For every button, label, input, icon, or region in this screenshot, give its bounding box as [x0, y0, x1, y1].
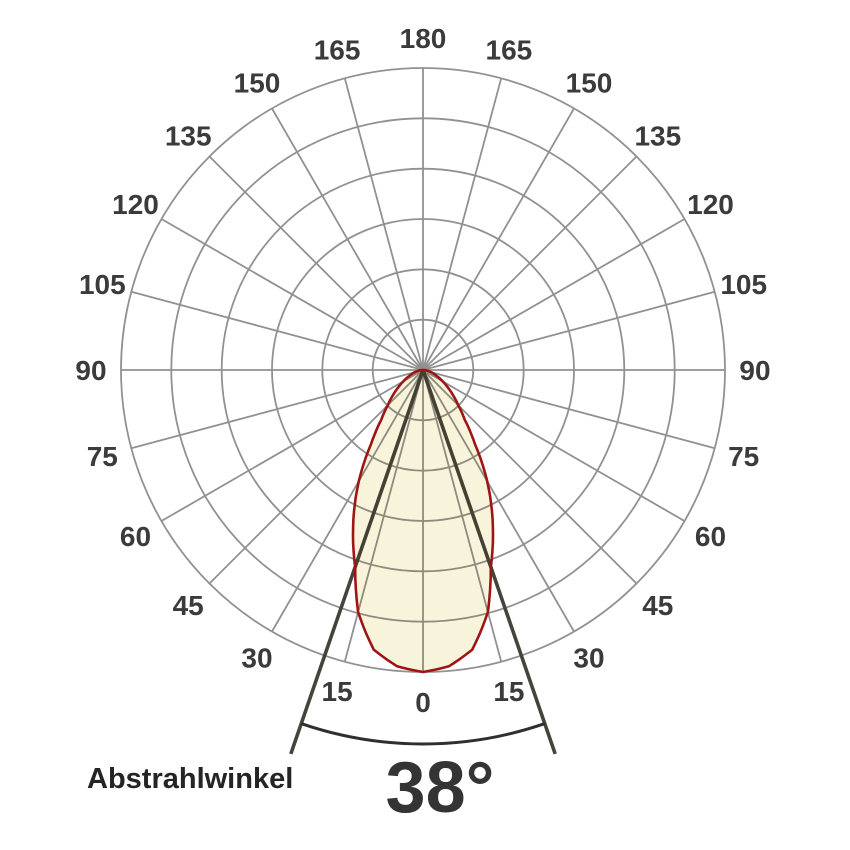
grid-spoke	[422, 290, 715, 371]
angle-tick-label: 30	[241, 643, 272, 674]
angle-tick-label: 90	[75, 355, 106, 386]
grid-spoke	[422, 369, 715, 450]
beam-angle-arc	[300, 722, 546, 746]
angle-tick-label: 15	[493, 676, 524, 707]
angle-tick-label: 0	[415, 687, 431, 718]
angle-tick-label: 150	[566, 68, 613, 99]
intensity-lobe-outline	[351, 368, 495, 674]
angle-tick-label: 75	[87, 441, 118, 472]
grid-spoke	[422, 108, 575, 371]
grid-spoke	[343, 78, 424, 371]
angle-tick-label: 30	[573, 643, 604, 674]
grid-spoke	[271, 108, 424, 371]
grid-spoke	[131, 369, 424, 450]
angle-tick-label: 90	[739, 355, 770, 386]
angle-tick-label: 75	[728, 441, 759, 472]
grid-spoke	[131, 290, 424, 371]
angle-tick-label: 15	[322, 676, 353, 707]
angle-tick-label: 165	[486, 34, 533, 65]
angle-tick-label: 120	[687, 189, 734, 220]
grid-spoke	[422, 155, 638, 371]
intensity-lobe-fill	[353, 370, 493, 672]
angle-tick-label: 135	[165, 120, 212, 151]
angle-tick-label: 60	[120, 521, 151, 552]
grid-spoke	[422, 218, 685, 371]
angle-tick-label: 45	[642, 590, 673, 621]
angle-tick-label: 105	[79, 269, 126, 300]
grid-spoke	[422, 78, 503, 371]
angle-tick-label: 60	[695, 521, 726, 552]
angle-tick-label: 150	[234, 68, 281, 99]
angle-tick-label: 180	[400, 23, 447, 54]
grid-spoke	[161, 218, 424, 371]
angle-tick-label: 165	[314, 34, 361, 65]
angle-tick-label: 45	[173, 590, 204, 621]
angle-tick-label: 135	[634, 120, 681, 151]
beam-angle-value: 38°	[385, 748, 495, 828]
angle-tick-label: 105	[720, 269, 767, 300]
grid-spoke	[422, 369, 685, 522]
grid-spoke	[161, 369, 424, 522]
angle-tick-label: 120	[112, 189, 159, 220]
grid-spoke	[208, 155, 424, 371]
beam-angle-caption: Abstrahlwinkel	[87, 763, 294, 795]
